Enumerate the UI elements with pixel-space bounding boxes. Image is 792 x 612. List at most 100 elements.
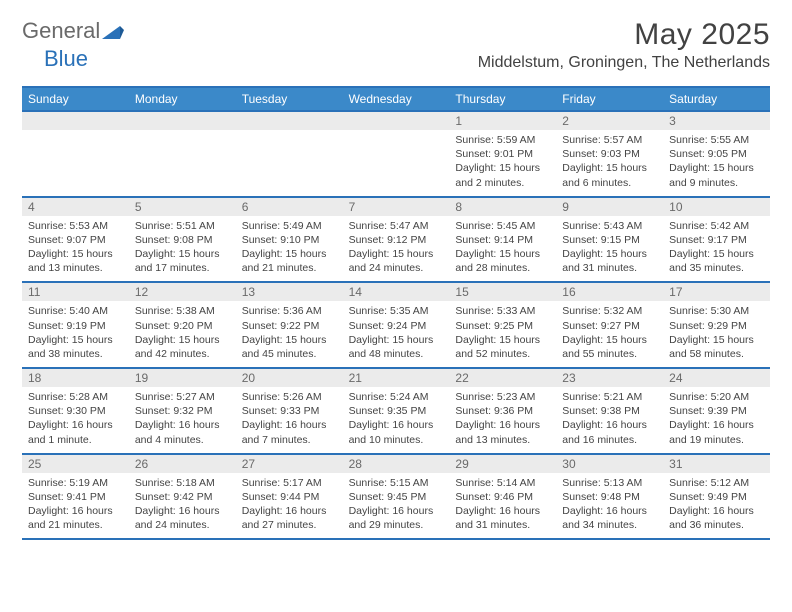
sunset-text: Sunset: 9:45 PM [349,490,444,504]
daylight-text: Daylight: 16 hours and 36 minutes. [669,504,764,532]
week-row: 18192021222324Sunrise: 5:28 AMSunset: 9:… [22,367,770,453]
weekday-thursday: Thursday [449,88,556,110]
sunrise-text: Sunrise: 5:12 AM [669,476,764,490]
sunrise-text: Sunrise: 5:45 AM [455,219,550,233]
daylight-text: Daylight: 15 hours and 31 minutes. [562,247,657,275]
day-details: Sunrise: 5:45 AMSunset: 9:14 PMDaylight:… [449,216,556,282]
day-details: Sunrise: 5:42 AMSunset: 9:17 PMDaylight:… [663,216,770,282]
day-number: 4 [22,198,129,216]
sunrise-text: Sunrise: 5:24 AM [349,390,444,404]
daylight-text: Daylight: 16 hours and 24 minutes. [135,504,230,532]
daylight-text: Daylight: 16 hours and 4 minutes. [135,418,230,446]
day-details: Sunrise: 5:19 AMSunset: 9:41 PMDaylight:… [22,473,129,539]
day-details: Sunrise: 5:43 AMSunset: 9:15 PMDaylight:… [556,216,663,282]
day-details: Sunrise: 5:26 AMSunset: 9:33 PMDaylight:… [236,387,343,453]
location-text: Middelstum, Groningen, The Netherlands [478,54,770,72]
sunset-text: Sunset: 9:08 PM [135,233,230,247]
day-details: Sunrise: 5:12 AMSunset: 9:49 PMDaylight:… [663,473,770,539]
daylight-text: Daylight: 15 hours and 28 minutes. [455,247,550,275]
day-number: 18 [22,369,129,387]
daynum-band: 18192021222324 [22,369,770,387]
day-number: 11 [22,283,129,301]
day-details: Sunrise: 5:33 AMSunset: 9:25 PMDaylight:… [449,301,556,367]
day-number [236,112,343,130]
sunrise-text: Sunrise: 5:55 AM [669,133,764,147]
day-number: 12 [129,283,236,301]
daylight-text: Daylight: 16 hours and 31 minutes. [455,504,550,532]
sunset-text: Sunset: 9:36 PM [455,404,550,418]
day-number: 21 [343,369,450,387]
sunset-text: Sunset: 9:22 PM [242,319,337,333]
day-number: 24 [663,369,770,387]
sunrise-text: Sunrise: 5:47 AM [349,219,444,233]
day-number: 29 [449,455,556,473]
sunrise-text: Sunrise: 5:14 AM [455,476,550,490]
sunrise-text: Sunrise: 5:36 AM [242,304,337,318]
daylight-text: Daylight: 15 hours and 9 minutes. [669,161,764,189]
day-number: 7 [343,198,450,216]
week-row: 25262728293031Sunrise: 5:19 AMSunset: 9:… [22,453,770,541]
day-details: Sunrise: 5:40 AMSunset: 9:19 PMDaylight:… [22,301,129,367]
sunrise-text: Sunrise: 5:42 AM [669,219,764,233]
daylight-text: Daylight: 15 hours and 13 minutes. [28,247,123,275]
sunrise-text: Sunrise: 5:32 AM [562,304,657,318]
day-details: Sunrise: 5:57 AMSunset: 9:03 PMDaylight:… [556,130,663,196]
day-details: Sunrise: 5:21 AMSunset: 9:38 PMDaylight:… [556,387,663,453]
day-number [343,112,450,130]
day-details [236,130,343,196]
logo-text-blue: Blue [44,46,88,71]
logo-triangle-icon [102,23,124,39]
daylight-text: Daylight: 16 hours and 34 minutes. [562,504,657,532]
sunset-text: Sunset: 9:44 PM [242,490,337,504]
sunrise-text: Sunrise: 5:43 AM [562,219,657,233]
day-number: 2 [556,112,663,130]
daylight-text: Daylight: 15 hours and 21 minutes. [242,247,337,275]
weekday-sunday: Sunday [22,88,129,110]
daylight-text: Daylight: 15 hours and 35 minutes. [669,247,764,275]
sunrise-text: Sunrise: 5:30 AM [669,304,764,318]
daylight-text: Daylight: 16 hours and 13 minutes. [455,418,550,446]
day-number: 20 [236,369,343,387]
daylight-text: Daylight: 16 hours and 10 minutes. [349,418,444,446]
day-number: 14 [343,283,450,301]
day-number: 9 [556,198,663,216]
day-details: Sunrise: 5:23 AMSunset: 9:36 PMDaylight:… [449,387,556,453]
daylight-text: Daylight: 16 hours and 21 minutes. [28,504,123,532]
sunset-text: Sunset: 9:32 PM [135,404,230,418]
day-details: Sunrise: 5:32 AMSunset: 9:27 PMDaylight:… [556,301,663,367]
sunrise-text: Sunrise: 5:21 AM [562,390,657,404]
week-row: 45678910Sunrise: 5:53 AMSunset: 9:07 PMD… [22,196,770,282]
sunrise-text: Sunrise: 5:57 AM [562,133,657,147]
day-details: Sunrise: 5:47 AMSunset: 9:12 PMDaylight:… [343,216,450,282]
weekday-wednesday: Wednesday [343,88,450,110]
sunset-text: Sunset: 9:10 PM [242,233,337,247]
sunrise-text: Sunrise: 5:15 AM [349,476,444,490]
daylight-text: Daylight: 15 hours and 55 minutes. [562,333,657,361]
sunset-text: Sunset: 9:41 PM [28,490,123,504]
day-number: 19 [129,369,236,387]
sunrise-text: Sunrise: 5:53 AM [28,219,123,233]
day-details: Sunrise: 5:18 AMSunset: 9:42 PMDaylight:… [129,473,236,539]
sunrise-text: Sunrise: 5:33 AM [455,304,550,318]
weekday-monday: Monday [129,88,236,110]
day-details: Sunrise: 5:27 AMSunset: 9:32 PMDaylight:… [129,387,236,453]
daylight-text: Daylight: 16 hours and 1 minute. [28,418,123,446]
details-band: Sunrise: 5:19 AMSunset: 9:41 PMDaylight:… [22,473,770,539]
sunset-text: Sunset: 9:05 PM [669,147,764,161]
sunset-text: Sunset: 9:33 PM [242,404,337,418]
daylight-text: Daylight: 16 hours and 7 minutes. [242,418,337,446]
day-number: 10 [663,198,770,216]
day-details: Sunrise: 5:49 AMSunset: 9:10 PMDaylight:… [236,216,343,282]
calendar-page: General May 2025 Middelstum, Groningen, … [0,0,792,550]
month-title: May 2025 [478,18,770,52]
day-details: Sunrise: 5:53 AMSunset: 9:07 PMDaylight:… [22,216,129,282]
daylight-text: Daylight: 16 hours and 29 minutes. [349,504,444,532]
sunset-text: Sunset: 9:12 PM [349,233,444,247]
sunset-text: Sunset: 9:30 PM [28,404,123,418]
sunset-text: Sunset: 9:42 PM [135,490,230,504]
sunset-text: Sunset: 9:27 PM [562,319,657,333]
daylight-text: Daylight: 15 hours and 58 minutes. [669,333,764,361]
day-details: Sunrise: 5:17 AMSunset: 9:44 PMDaylight:… [236,473,343,539]
weekday-tuesday: Tuesday [236,88,343,110]
day-details: Sunrise: 5:24 AMSunset: 9:35 PMDaylight:… [343,387,450,453]
